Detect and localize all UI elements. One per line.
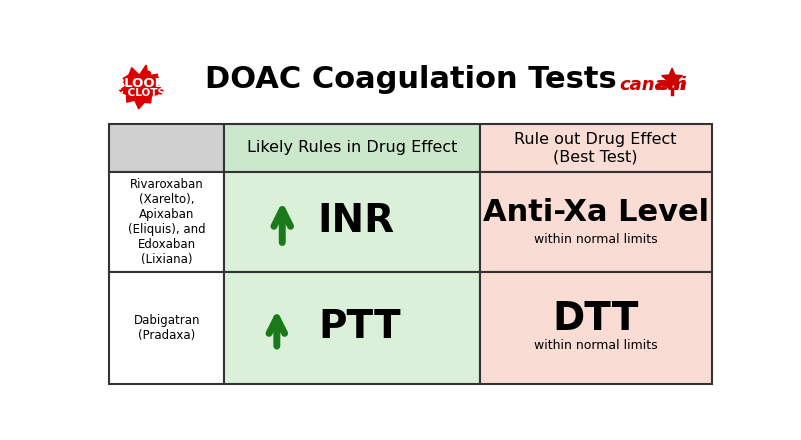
Text: within normal limits: within normal limits [534,338,658,352]
Text: em: em [657,76,687,94]
Text: PTT: PTT [319,308,401,345]
Text: canadi: canadi [619,76,686,94]
Bar [224,124,480,172]
Polygon shape [119,65,160,109]
Circle shape [154,76,159,81]
Bar [480,124,711,172]
Circle shape [157,88,163,94]
Bar [110,124,224,172]
Text: Rivaroxaban
(Xarelto),
Apixaban
(Eliquis), and
Edoxaban
(Lixiana): Rivaroxaban (Xarelto), Apixaban (Eliquis… [128,178,206,266]
Text: DOAC Coagulation Tests: DOAC Coagulation Tests [204,65,617,94]
Text: & CLOTS: & CLOTS [115,88,166,98]
Text: within normal limits: within normal limits [534,233,658,246]
Bar [480,172,711,272]
Text: Likely Rules in Drug Effect: Likely Rules in Drug Effect [247,140,457,155]
Bar [224,272,480,384]
Text: INR: INR [317,202,394,240]
Bar [224,172,480,272]
Text: Dabigatran
(Pradaxa): Dabigatran (Pradaxa) [134,314,200,342]
Bar [480,272,711,384]
Bar [110,272,224,384]
Circle shape [146,71,151,76]
Text: Rule out Drug Effect
(Best Test): Rule out Drug Effect (Best Test) [514,132,677,164]
Circle shape [122,78,128,84]
Text: BLOOD: BLOOD [115,77,167,90]
Text: Anti-Xa Level: Anti-Xa Level [483,198,709,227]
Text: DTT: DTT [553,300,639,338]
Polygon shape [662,68,682,88]
Circle shape [127,95,131,99]
Bar [110,172,224,272]
